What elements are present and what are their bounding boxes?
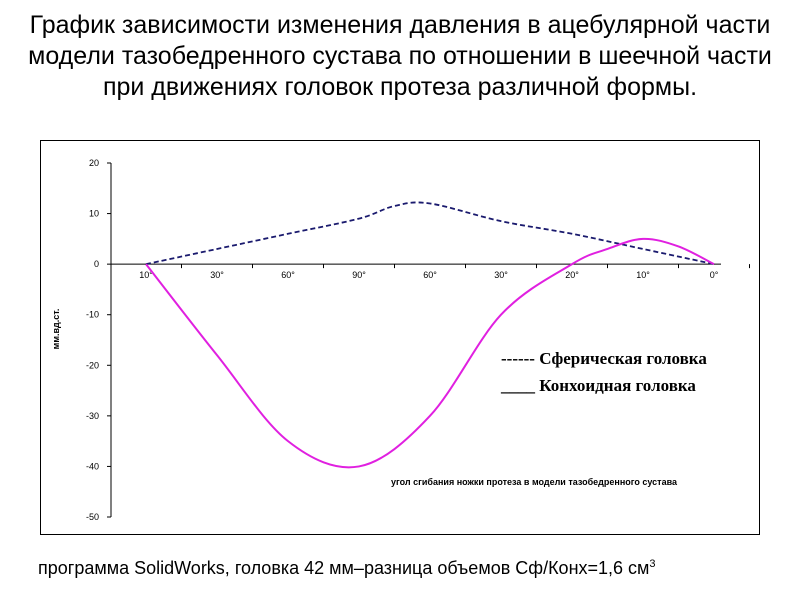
x-tick-label: 20° xyxy=(565,270,579,280)
y-ticks: 20 10 0 -10 -20 -30 -40 -50 xyxy=(86,158,111,522)
source-note-sup: 3 xyxy=(649,558,656,570)
x-tick-label: 60° xyxy=(281,270,295,280)
series-line-spherical xyxy=(145,201,715,266)
source-note-text: программа SolidWorks, головка 42 мм–разн… xyxy=(38,558,650,578)
y-tick-label: -10 xyxy=(86,310,99,320)
x-tick-label: 90° xyxy=(352,270,366,280)
x-tick-label: 10° xyxy=(636,270,650,280)
chart: 20 10 0 -10 -20 -30 -40 -50 10° 30° 60° 90° 60° 30° 2… xyxy=(51,158,750,522)
source-note: программа SolidWorks, головка 42 мм–разн… xyxy=(38,558,656,579)
y-tick-label: -40 xyxy=(86,461,99,471)
y-axis-label: мм.вд.ст. xyxy=(51,309,61,350)
legend-spherical: ------ Сферическая головка xyxy=(501,349,707,368)
y-tick-label: -50 xyxy=(86,512,99,522)
page-title: График зависимости изменения давления в … xyxy=(28,11,772,101)
y-tick-label: 10 xyxy=(89,209,99,219)
x-tick-label: 60° xyxy=(423,270,437,280)
x-axis-label: угол сгибания ножки протеза в модели таз… xyxy=(391,477,678,487)
x-tick-label: 10° xyxy=(139,270,153,280)
series-line-conchoid xyxy=(145,237,715,469)
y-tick-label: -30 xyxy=(86,411,99,421)
chart-frame: 20 10 0 -10 -20 -30 -40 -50 10° 30° 60° 90° 60° 30° 2… xyxy=(40,140,760,535)
chart-series xyxy=(145,201,715,469)
y-tick-label: 20 xyxy=(89,158,99,168)
x-tick-label: 30° xyxy=(494,270,508,280)
x-ticks: 10° 30° 60° 90° 60° 30° 20° 10° 0° xyxy=(110,264,750,280)
chart-axes xyxy=(110,163,721,517)
x-tick-label: 0° xyxy=(710,270,719,280)
y-tick-label: 0 xyxy=(94,259,99,269)
x-tick-label: 30° xyxy=(210,270,224,280)
y-tick-label: -20 xyxy=(86,360,99,370)
legend-conchoid: ____ Конхоидная головка xyxy=(500,376,696,395)
